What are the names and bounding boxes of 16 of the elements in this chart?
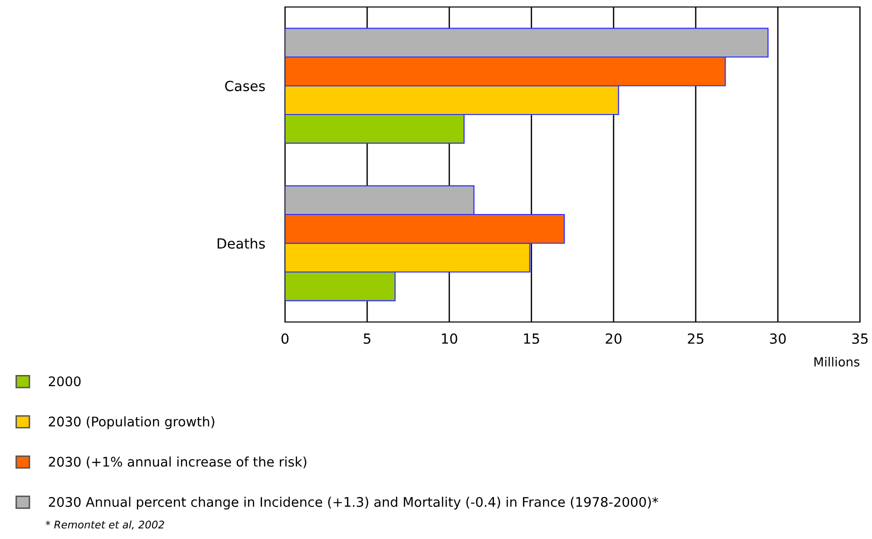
x-tick-label: 10 bbox=[442, 333, 458, 344]
x-tick-label: 20 bbox=[606, 333, 622, 344]
legend-label: 2000 bbox=[48, 376, 81, 386]
y-tick-label: Deaths bbox=[218, 238, 265, 249]
x-tick-label: 35 bbox=[852, 333, 868, 344]
y-tick-label: Cases bbox=[225, 80, 265, 92]
x-tick-label: 25 bbox=[688, 333, 704, 344]
x-tick-label: 0 bbox=[281, 333, 288, 344]
x-tick-label: 30 bbox=[770, 333, 786, 344]
text: * Remontet et al, 2002 bbox=[46, 520, 164, 530]
legend-label: 2030 (Population growth) bbox=[48, 416, 214, 430]
legend-label: 2030 Annual percent change in Incidence (+1.3) and Mortality (-0.4) in France (1978-2000)* bbox=[48, 496, 658, 510]
x-tick-label: 5 bbox=[364, 334, 370, 344]
legend-label: 2030 (+1% annual increase of the risk) bbox=[48, 456, 306, 468]
x-tick-label: 15 bbox=[524, 334, 540, 344]
x-axis-title: Millions bbox=[814, 356, 860, 367]
